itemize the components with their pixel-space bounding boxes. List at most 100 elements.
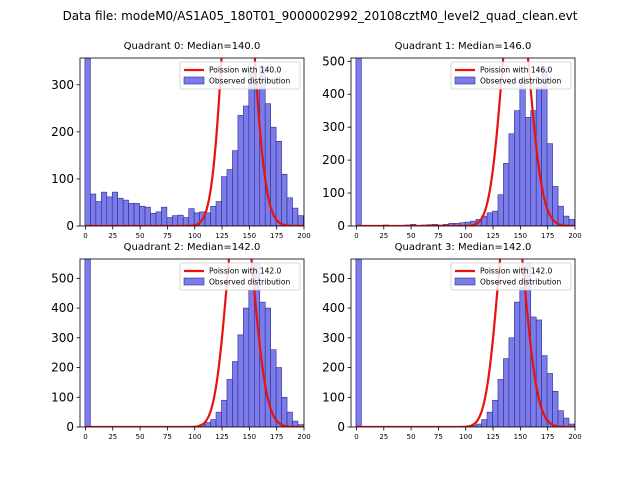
histogram-bar	[210, 205, 217, 226]
histogram-bar	[508, 337, 515, 427]
x-tick-label: 25	[108, 433, 117, 441]
histogram-bar	[133, 203, 140, 226]
chart-panel-0: 0 25 50 75 100 125 150 175 200 0 100 200 300 Quadrant…	[51, 41, 311, 240]
x-tick-label: 200	[568, 433, 581, 441]
histogram-bar	[243, 105, 250, 226]
y-tick-label: 100	[322, 390, 345, 404]
chart-panel-1: 0 25 50 75 100 125 150 175 200 0 100 200 300 400 500 Qu…	[322, 41, 582, 240]
histogram-bar	[215, 411, 222, 427]
histogram-bar	[243, 307, 250, 427]
histogram-bar	[122, 199, 129, 226]
histogram-bar	[161, 206, 168, 226]
x-tick-label: 25	[108, 232, 117, 240]
y-tick-label: 300	[322, 120, 345, 134]
axes-frame	[79, 258, 305, 428]
axes-frame	[350, 258, 576, 428]
legend-bar-swatch	[183, 277, 205, 286]
x-tick-label: 175	[270, 433, 283, 441]
histogram-bar	[177, 214, 184, 226]
legend-box	[450, 262, 572, 291]
histogram-bar	[84, 58, 91, 226]
y-tick-label: 0	[66, 420, 74, 434]
histogram-bar	[519, 286, 526, 427]
y-tick-label: 400	[322, 87, 345, 101]
x-tick-label: 175	[541, 232, 554, 240]
histogram-bar	[182, 217, 190, 226]
x-tick-label: 175	[270, 232, 283, 240]
legend: Poission with 146.0 Observed distribution	[450, 61, 572, 90]
histogram-bar	[128, 203, 135, 226]
legend-line-label: Poission with 146.0	[480, 66, 553, 75]
histogram-bar	[204, 422, 211, 427]
histogram-bar	[101, 191, 108, 226]
y-tick-label: 300	[51, 78, 74, 92]
x-tick-label: 150	[243, 433, 256, 441]
x-tick-label: 100	[459, 433, 472, 441]
histogram-bar	[492, 399, 499, 427]
x-tick-label: 125	[215, 433, 228, 441]
histogram-bar	[497, 379, 504, 427]
histogram-bar	[508, 133, 515, 226]
legend-bar-label: Observed distribution	[209, 278, 290, 287]
histogram-bar	[497, 194, 504, 226]
x-tick-label: 0	[354, 433, 358, 441]
histogram-bar	[535, 319, 542, 427]
x-tick-label: 100	[188, 433, 201, 441]
y-tick-label: 0	[337, 420, 345, 434]
histogram-bar	[503, 358, 510, 427]
histogram-bar	[355, 259, 362, 427]
x-tick-label: 50	[407, 232, 416, 240]
y-tick-label: 400	[322, 301, 345, 315]
y-tick-label: 200	[322, 153, 345, 167]
y-tick-label: 100	[51, 390, 74, 404]
y-tick-label: 200	[51, 125, 74, 139]
histogram-bar	[481, 419, 488, 427]
histogram-bar	[492, 210, 499, 226]
x-tick-label: 75	[163, 232, 172, 240]
poisson-curve	[85, 58, 304, 226]
histogram-bar	[90, 193, 97, 226]
histogram-bar	[221, 399, 228, 427]
x-tick-label: 50	[136, 232, 145, 240]
x-tick-label: 125	[486, 433, 499, 441]
plot-area	[84, 58, 304, 226]
histogram-bar	[111, 191, 118, 226]
panel-title: Quadrant 2: Median=142.0	[124, 242, 261, 253]
histogram-bar	[106, 196, 113, 226]
histogram-bar	[95, 201, 102, 226]
histogram-bar	[166, 217, 173, 226]
histogram-bar	[248, 72, 255, 226]
x-tick-label: 50	[136, 433, 145, 441]
histogram-bar	[215, 201, 222, 226]
legend-bar-swatch	[183, 76, 205, 85]
histogram-bar	[117, 197, 124, 226]
legend: Poission with 140.0 Observed distribution	[179, 61, 301, 90]
axes-frame	[350, 57, 576, 227]
x-tick-label: 50	[407, 433, 416, 441]
x-tick-label: 150	[243, 232, 256, 240]
axes-frame	[79, 57, 305, 227]
y-tick-label: 100	[51, 172, 74, 186]
histogram-bar	[155, 211, 162, 226]
histogram-bar	[139, 205, 146, 226]
chart-panel-3: 0 25 50 75 100 125 150 175 200 0 100 200 300 400 500 Qu…	[322, 242, 582, 441]
legend-bar-label: Observed distribution	[209, 77, 290, 86]
panel-title: Quadrant 1: Median=146.0	[395, 41, 532, 52]
panel-title: Quadrant 3: Median=142.0	[395, 242, 532, 253]
y-tick-label: 500	[322, 271, 345, 285]
x-tick-label: 125	[215, 232, 228, 240]
y-tick-label: 500	[322, 54, 345, 68]
legend-bar-label: Observed distribution	[480, 278, 561, 287]
legend-bar-label: Observed distribution	[480, 77, 561, 86]
histogram-bar	[292, 207, 299, 226]
chart-panel-2: 0 25 50 75 100 125 150 175 200 0 100 200 300 400 500 Qu…	[51, 242, 311, 441]
histogram-bar	[286, 197, 293, 226]
histogram-bar	[297, 215, 304, 226]
x-tick-label: 175	[541, 433, 554, 441]
histogram-bar	[84, 259, 91, 427]
x-tick-label: 25	[379, 433, 388, 441]
histogram-bar	[232, 150, 239, 226]
legend: Poission with 142.0 Observed distribution	[179, 262, 301, 291]
histogram-bar	[486, 212, 493, 226]
histogram-bar	[144, 206, 151, 226]
